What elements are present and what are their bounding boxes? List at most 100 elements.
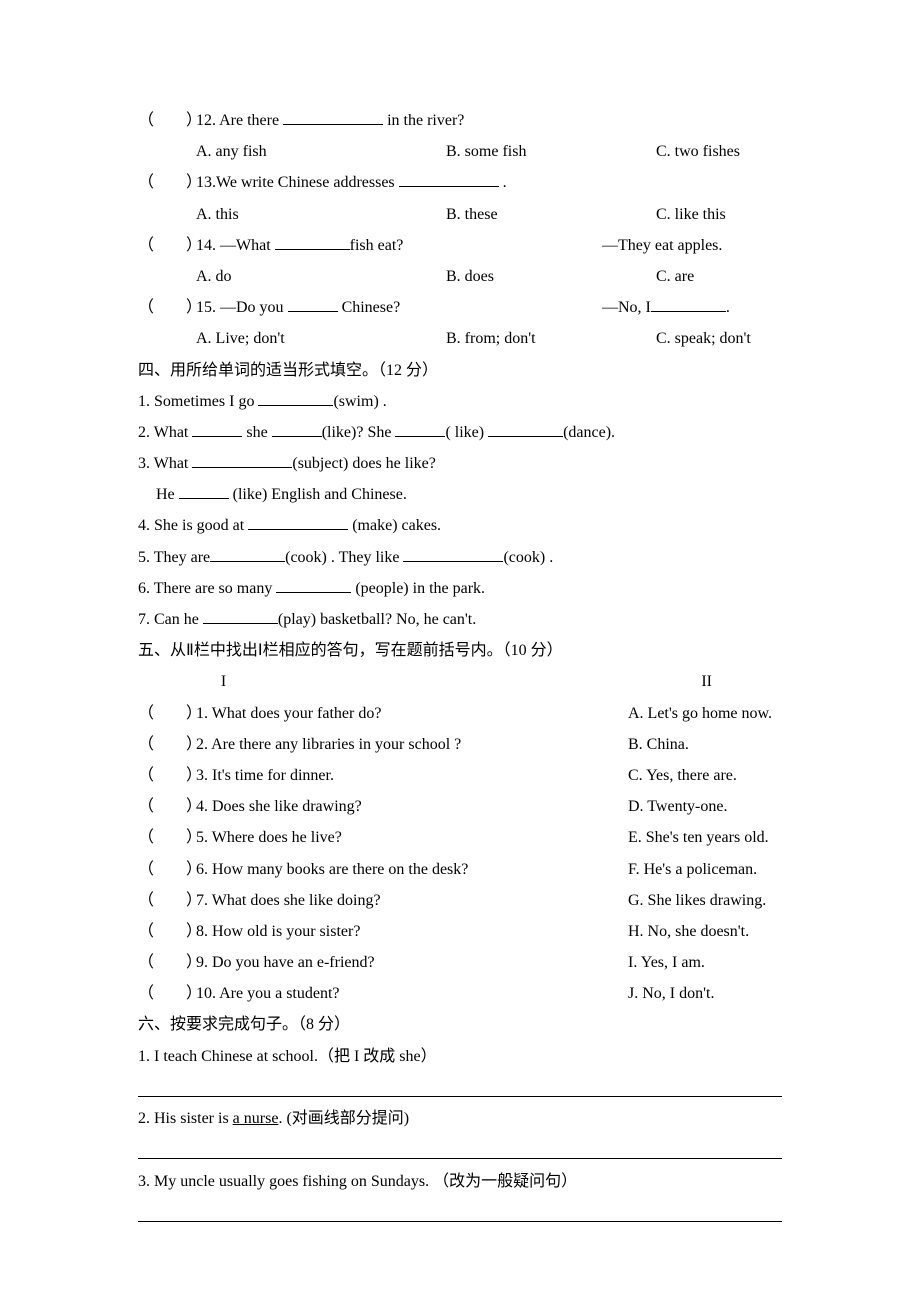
response-text: —They eat apples.	[602, 230, 782, 261]
answer-bracket[interactable]: （ ）	[138, 230, 196, 261]
col-2-header: II	[309, 666, 782, 697]
fill-blank[interactable]	[488, 421, 563, 436]
match-left: （ ）10. Are you a student?	[138, 978, 628, 1009]
text: .	[499, 174, 507, 191]
option-a[interactable]: A. this	[196, 199, 446, 230]
text: she	[242, 424, 271, 441]
column-headers: I II	[138, 666, 782, 697]
fill-blank[interactable]	[258, 390, 333, 405]
matching-list: （ ）1. What does your father do?A. Let's …	[138, 698, 782, 1010]
option-b[interactable]: B. does	[446, 261, 656, 292]
match-question: 10. Are you a student?	[196, 985, 340, 1002]
answer-bracket[interactable]: （ ）	[138, 916, 196, 947]
option-c[interactable]: C. are	[656, 261, 782, 292]
fill-blank[interactable]	[203, 609, 278, 624]
option-b[interactable]: B. these	[446, 199, 656, 230]
text: 13.We write Chinese addresses	[196, 174, 399, 191]
match-question: 9. Do you have an e-friend?	[196, 954, 375, 971]
answer-bracket[interactable]: （ ）	[138, 167, 196, 198]
s4-q7: 7. Can he (play) basketball? No, he can'…	[138, 604, 782, 635]
fill-blank[interactable]	[395, 421, 445, 436]
match-question: 8. How old is your sister?	[196, 923, 360, 940]
fill-blank[interactable]	[192, 421, 242, 436]
option-c[interactable]: C. speak; don't	[656, 323, 782, 354]
text: 15. —Do you	[196, 299, 288, 316]
answer-bracket[interactable]: （ ）	[138, 698, 196, 729]
s4-q4: 4. She is good at (make) cakes.	[138, 510, 782, 541]
match-row: （ ）10. Are you a student?J. No, I don't.	[138, 978, 782, 1009]
option-a[interactable]: A. do	[196, 261, 446, 292]
text: (subject) does he like?	[292, 455, 436, 472]
answer-bracket[interactable]: （ ）	[138, 854, 196, 885]
s6-q2: 2. His sister is a nurse. (对画线部分提问)	[138, 1103, 782, 1134]
match-left: （ ）9. Do you have an e-friend?	[138, 947, 628, 978]
text: (like) English and Chinese.	[229, 486, 407, 503]
answer-bracket[interactable]: （ ）	[138, 105, 196, 136]
match-answer: B. China.	[628, 729, 782, 760]
fill-blank[interactable]	[403, 546, 503, 561]
answer-bracket[interactable]: （ ）	[138, 978, 196, 1009]
fill-blank[interactable]	[275, 234, 350, 249]
text: (make) cakes.	[348, 517, 441, 534]
section-6-title: 六、按要求完成句子。（8 分）	[138, 1009, 782, 1040]
text: (cook) .	[503, 549, 553, 566]
fill-blank[interactable]	[283, 110, 383, 125]
question-14: （ ） 14. —What fish eat? —They eat apples…	[138, 230, 782, 261]
answer-line[interactable]	[138, 1134, 782, 1159]
text: 1. Sometimes I go	[138, 393, 258, 410]
match-left: （ ）1. What does your father do?	[138, 698, 628, 729]
answer-line[interactable]	[138, 1197, 782, 1222]
s4-q6: 6. There are so many (people) in the par…	[138, 573, 782, 604]
match-row: （ ）8. How old is your sister?H. No, she …	[138, 916, 782, 947]
answer-bracket[interactable]: （ ）	[138, 791, 196, 822]
option-b[interactable]: B. some fish	[446, 136, 656, 167]
answer-bracket[interactable]: （ ）	[138, 760, 196, 791]
text: —No, I	[602, 299, 651, 316]
text: 14. —What	[196, 237, 275, 254]
text: in the river?	[383, 112, 464, 129]
options-row: A. do B. does C. are	[138, 261, 782, 292]
match-question: 4. Does she like drawing?	[196, 798, 362, 815]
answer-bracket[interactable]: （ ）	[138, 885, 196, 916]
col-1-header: I	[138, 666, 309, 697]
option-c[interactable]: C. two fishes	[656, 136, 782, 167]
fill-blank[interactable]	[248, 515, 348, 530]
question-15: （ ） 15. —Do you Chinese? —No, I.	[138, 292, 782, 323]
text: 5. They are	[138, 549, 210, 566]
answer-bracket[interactable]: （ ）	[138, 947, 196, 978]
text: (like)? She	[322, 424, 396, 441]
option-c[interactable]: C. like this	[656, 199, 782, 230]
options-row: A. any fish B. some fish C. two fishes	[138, 136, 782, 167]
option-b[interactable]: B. from; don't	[446, 323, 656, 354]
match-left: （ ）5. Where does he live?	[138, 822, 628, 853]
options-row: A. Live; don't B. from; don't C. speak; …	[138, 323, 782, 354]
section-5-title: 五、从Ⅱ栏中找出Ⅰ栏相应的答句，写在题前括号内。（10 分）	[138, 635, 782, 666]
text: (dance).	[563, 424, 615, 441]
s6-q3: 3. My uncle usually goes fishing on Sund…	[138, 1166, 782, 1197]
s4-q5: 5. They are (cook) . They like (cook) .	[138, 542, 782, 573]
question-text: 13.We write Chinese addresses .	[196, 167, 782, 198]
match-row: （ ）9. Do you have an e-friend?I. Yes, I …	[138, 947, 782, 978]
answer-bracket[interactable]: （ ）	[138, 822, 196, 853]
option-a[interactable]: A. any fish	[196, 136, 446, 167]
text: (cook) . They like	[285, 549, 403, 566]
fill-blank[interactable]	[210, 546, 285, 561]
answer-line[interactable]	[138, 1072, 782, 1097]
fill-blank[interactable]	[288, 297, 338, 312]
answer-bracket[interactable]: （ ）	[138, 729, 196, 760]
fill-blank[interactable]	[399, 172, 499, 187]
text: ( like)	[445, 424, 488, 441]
option-a[interactable]: A. Live; don't	[196, 323, 446, 354]
fill-blank[interactable]	[272, 421, 322, 436]
fill-blank[interactable]	[651, 297, 726, 312]
match-question: 5. Where does he live?	[196, 829, 342, 846]
underlined-text: a nurse	[233, 1110, 279, 1127]
fill-blank[interactable]	[179, 484, 229, 499]
options-row: A. this B. these C. like this	[138, 199, 782, 230]
fill-blank[interactable]	[192, 453, 292, 468]
answer-bracket[interactable]: （ ）	[138, 292, 196, 323]
fill-blank[interactable]	[276, 577, 351, 592]
text: . (对画线部分提问)	[278, 1110, 409, 1127]
match-row: （ ）5. Where does he live?E. She's ten ye…	[138, 822, 782, 853]
s4-q2: 2. What she (like)? She ( like) (dance).	[138, 417, 782, 448]
